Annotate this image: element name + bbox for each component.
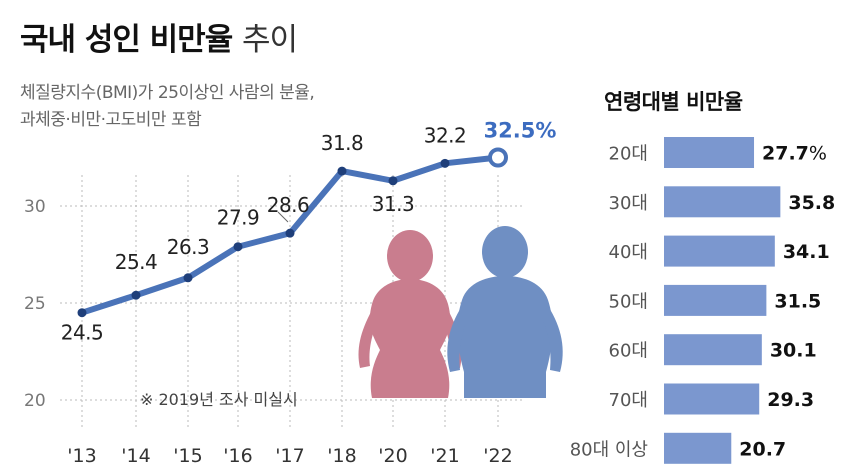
bar-category-label: 40대	[609, 242, 648, 263]
line-chart-y-axis: 20 25 30	[24, 197, 46, 411]
bar	[664, 284, 767, 316]
y-tick-label: 20	[24, 391, 46, 411]
data-label: 31.3	[372, 192, 415, 216]
y-tick-label: 30	[24, 197, 46, 217]
data-point	[131, 290, 141, 300]
subtitle-line-1: 체질량지수(BMI)가 25이상인 사람의 분율,	[20, 83, 315, 103]
bar-category-label: 20대	[609, 144, 648, 165]
data-point	[77, 308, 87, 318]
data-label: 31.8	[321, 131, 364, 155]
bar-value-unit: %	[809, 143, 827, 165]
subtitle-line-2: 과체중·비만·고도비만 포함	[20, 110, 202, 130]
x-tick-label: '13	[67, 445, 96, 467]
data-label: 32.5%	[484, 119, 557, 143]
x-tick-label: '15	[173, 445, 202, 467]
bar-value-label: 31.5	[774, 290, 821, 312]
data-label: 26.3	[167, 235, 210, 259]
bar-category-label: 70대	[609, 390, 648, 411]
x-tick-label: '18	[327, 445, 356, 467]
bar	[664, 334, 762, 366]
bar-category-label: 30대	[609, 193, 648, 214]
y-tick-label: 25	[24, 294, 46, 314]
silhouettes	[358, 226, 563, 398]
bar-value-label: 34.1	[783, 241, 830, 263]
bar	[664, 432, 732, 464]
male-silhouette	[447, 226, 563, 398]
chart-title: 국내 성인 비만율 추이	[20, 14, 298, 59]
bar	[664, 186, 781, 218]
bar	[664, 383, 760, 415]
bar-value-label: 35.8	[788, 192, 835, 214]
data-point	[440, 158, 450, 168]
bar	[664, 137, 755, 168]
female-silhouette	[358, 230, 462, 398]
data-label: 25.4	[115, 250, 158, 274]
bar-value-label: 29.3	[767, 389, 814, 411]
x-tick-label: '20	[378, 445, 407, 467]
x-tick-label: '21	[430, 445, 459, 467]
chart-title-light: 추이	[242, 22, 298, 58]
chart-title-bold: 국내 성인 비만율	[20, 22, 233, 58]
data-label: 27.9	[217, 206, 260, 230]
bar-category-label: 60대	[609, 341, 648, 362]
x-tick-label: '16	[223, 445, 252, 467]
chart-subtitle: 체질량지수(BMI)가 25이상인 사람의 분율, 과체중·비만·고도비만 포함	[20, 80, 450, 134]
data-label: 24.5	[61, 321, 104, 345]
bar-value-label: 20.7	[739, 438, 786, 460]
line-series: 24.5 25.4 26.3 27.9 28.6 31.8 31.3 32.2 32.5%	[61, 119, 557, 345]
x-tick-label: '22	[483, 445, 512, 467]
bar-value-label: 27.7%	[762, 143, 827, 165]
data-point	[285, 228, 295, 238]
x-tick-label: '14	[121, 445, 150, 467]
bar-value-label: 30.1	[770, 340, 817, 362]
label-leader-line	[277, 211, 289, 223]
bar-chart-title: 연령대별 비만율	[604, 90, 743, 114]
chart-note: ※ 2019년 조사 미실시	[140, 390, 298, 409]
data-point	[183, 273, 193, 283]
data-point	[388, 176, 398, 186]
bar-chart: 20대 27.7% 30대 35.8 40대 34.1 50대 31.5 60대 30.1 70대 2…	[570, 137, 835, 464]
data-point	[337, 166, 347, 176]
bar-category-label: 50대	[609, 291, 648, 312]
bar-category-label: 80대 이상	[570, 439, 648, 460]
bar	[664, 235, 775, 267]
data-point-highlight	[488, 147, 508, 168]
line-chart-x-axis: '13 '14 '15 '16 '17 '18 '20 '21 '22	[67, 445, 512, 467]
data-label: 28.6	[267, 193, 310, 217]
data-label: 32.2	[424, 123, 467, 147]
data-point	[233, 242, 243, 252]
x-tick-label: '17	[275, 445, 304, 467]
